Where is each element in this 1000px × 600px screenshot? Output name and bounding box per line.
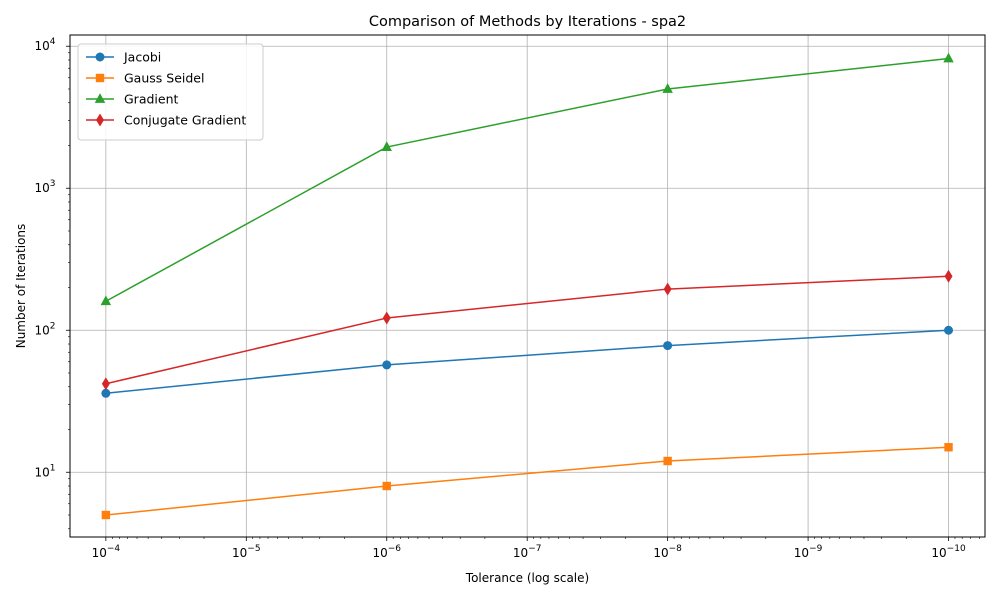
legend-item-jacobi: Jacobi — [86, 50, 161, 65]
series-line-jacobi — [105, 329, 949, 395]
series-gradient — [100, 52, 954, 306]
y-axis-title: Number of Iterations — [14, 224, 28, 349]
series-layer — [100, 52, 954, 520]
data-point-conjugate-gradient — [382, 311, 391, 325]
data-point-conjugate-gradient — [944, 269, 953, 283]
y-tick-label: 101 — [34, 463, 55, 479]
y-tick-label: 104 — [34, 37, 55, 53]
legend-label-jacobi: Jacobi — [123, 50, 161, 65]
series-line-gradient — [105, 57, 949, 302]
legend-marker-conjugate-gradient — [96, 113, 104, 127]
legend-label-gauss-seidel: Gauss Seidel — [124, 71, 204, 86]
legend-box — [77, 43, 264, 141]
x-tick-label: 10−6 — [372, 544, 401, 560]
data-point-jacobi — [944, 325, 954, 335]
legend-marker-gauss-seidel — [95, 73, 105, 83]
series-line-conjugate-gradient — [105, 275, 949, 385]
chart-title: Comparison of Methods by Iterations - sp… — [369, 14, 686, 30]
series-line-gauss-seidel — [105, 446, 949, 516]
x-tick-label: 10−5 — [232, 544, 261, 560]
legend-label-conjugate-gradient: Conjugate Gradient — [124, 113, 246, 128]
data-point-gradient — [100, 295, 112, 306]
legend-marker-gradient — [94, 93, 106, 103]
series-jacobi — [101, 325, 954, 398]
data-point-gauss-seidel — [663, 456, 672, 466]
x-tick-label: 10−10 — [931, 544, 966, 560]
data-point-gradient — [943, 52, 954, 63]
grid-lines — [70, 35, 985, 537]
data-point-jacobi — [101, 388, 111, 398]
data-point-conjugate-gradient — [663, 282, 672, 296]
data-point-gauss-seidel — [382, 481, 391, 491]
data-point-gauss-seidel — [944, 443, 953, 452]
data-point-jacobi — [382, 360, 392, 370]
x-tick-label: 10−7 — [513, 544, 542, 560]
legend-item-gauss-seidel: Gauss Seidel — [86, 71, 204, 86]
axis-ticks: 10−4 10−5 10−6 10−7 10−8 10−9 10−10 101 102 103 10… — [34, 37, 965, 560]
x-tick-label: 10−8 — [653, 544, 682, 560]
legend-label-gradient: Gradient — [124, 92, 179, 107]
legend-item-conjugate-gradient: Conjugate Gradient — [86, 113, 246, 128]
legend: Jacobi Gauss Seidel Gradient Conjugate Grad… — [77, 43, 264, 141]
series-conjugate-gradient — [101, 269, 953, 391]
legend-item-gradient: Gradient — [86, 92, 179, 107]
x-tick-label: 10−9 — [794, 544, 823, 560]
data-point-gradient — [381, 141, 392, 151]
data-point-gauss-seidel — [101, 510, 111, 520]
data-point-conjugate-gradient — [101, 377, 110, 391]
y-tick-label: 102 — [34, 321, 55, 337]
legend-marker-jacobi — [95, 52, 105, 62]
x-axis-title: Tolerance (log scale) — [465, 571, 589, 585]
data-point-jacobi — [663, 341, 673, 351]
x-tick-label: 10−4 — [92, 544, 121, 560]
series-gauss-seidel — [101, 443, 953, 520]
data-point-gradient — [662, 83, 673, 93]
y-tick-label: 103 — [34, 179, 55, 195]
